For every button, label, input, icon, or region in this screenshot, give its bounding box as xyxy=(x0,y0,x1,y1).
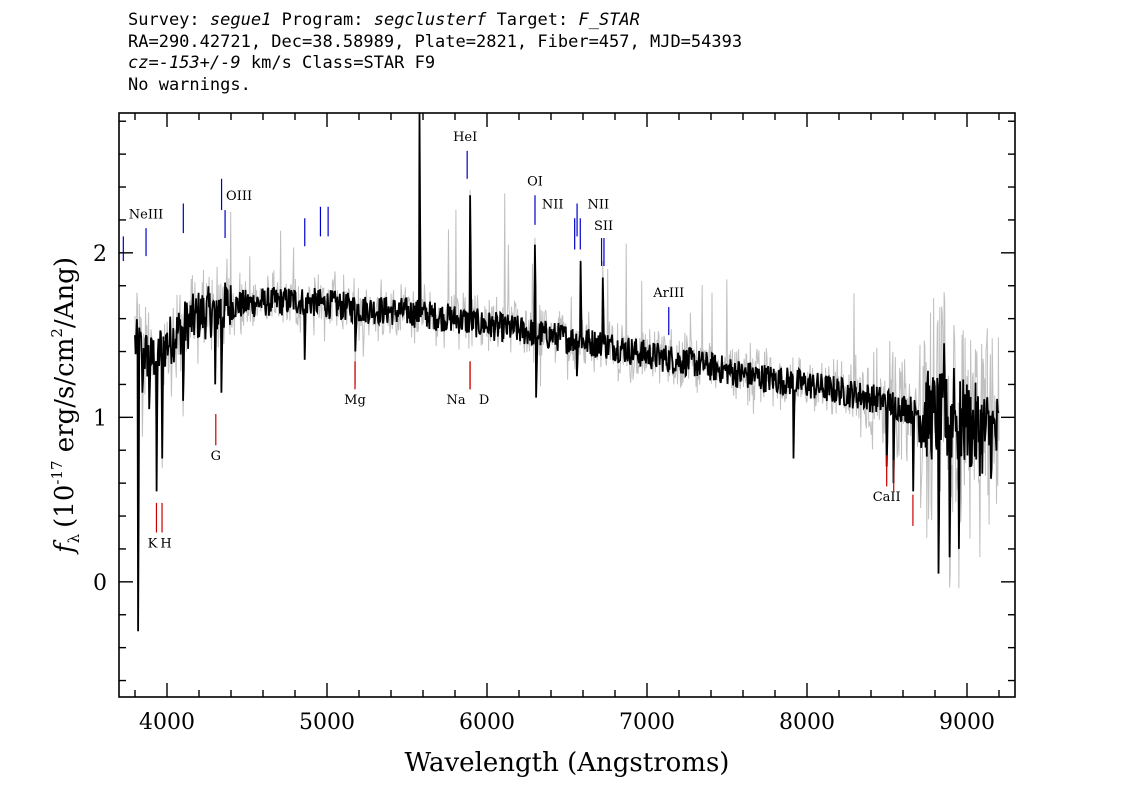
emission-line-label: ArIII xyxy=(652,286,684,301)
x-tick-label: 8000 xyxy=(779,710,835,735)
target-label: Target: xyxy=(496,10,569,30)
y-tick-label: 1 xyxy=(93,406,107,431)
spectral-line-markers: NeIII OIII HeI OI NII NII SII ArIII K H G Mg Na D CaII xyxy=(122,130,914,551)
emission-line-label: OIII xyxy=(226,189,252,204)
flux-series xyxy=(134,113,1000,632)
emission-line-label: NeIII xyxy=(129,207,163,222)
x-tick-label: 5000 xyxy=(299,710,355,735)
x-axis-title: Wavelength (Angstroms) xyxy=(405,748,730,778)
absorption-line-label: K xyxy=(148,536,158,551)
error-band xyxy=(134,127,1000,616)
error-spectrum-line xyxy=(134,127,1000,616)
absorption-line-label: CaII xyxy=(873,490,901,505)
emission-line-label: NII xyxy=(542,197,564,212)
spectrum-header: Survey: segue1 Program: segclusterf Targ… xyxy=(128,10,742,96)
header-line-survey: Survey: segue1 Program: segclusterf Targ… xyxy=(128,10,742,32)
y-tick-label: 0 xyxy=(93,571,107,596)
absorption-line-label: D xyxy=(479,393,489,408)
class-text: km/s Class=STAR F9 xyxy=(250,53,436,73)
header-line-redshift: cz=-153+/-9 km/s Class=STAR F9 xyxy=(128,53,742,75)
program-value: segclusterf xyxy=(373,10,487,30)
survey-label: Survey: xyxy=(128,10,200,30)
emission-line-label: HeI xyxy=(453,130,477,145)
program-label: Program: xyxy=(281,10,364,30)
cz-value: -153+/-9 xyxy=(158,53,241,73)
absorption-line-label: G xyxy=(211,449,221,464)
absorption-line-label: H xyxy=(160,536,171,551)
header-line-coordinates: RA=290.42721, Dec=38.58989, Plate=2821, … xyxy=(128,31,743,52)
flux-spectrum-line xyxy=(134,113,1000,632)
x-tick-label: 6000 xyxy=(459,710,515,735)
cz-label: cz= xyxy=(128,53,159,73)
absorption-line-label: Na xyxy=(446,393,465,408)
target-value: F_STAR xyxy=(578,10,640,30)
emission-line-label: OI xyxy=(527,174,543,189)
emission-line-label: SII xyxy=(594,219,613,234)
axis-ticks: 4000 5000 6000 7000 8000 9000 0 1 2 xyxy=(93,113,1015,735)
header-line-warnings: No warnings. xyxy=(128,74,251,95)
x-tick-label: 7000 xyxy=(619,710,675,735)
y-tick-label: 2 xyxy=(93,242,107,267)
emission-line-label: NII xyxy=(587,197,609,212)
plot-frame xyxy=(118,112,1016,698)
survey-value: segue1 xyxy=(209,10,272,30)
x-tick-label: 4000 xyxy=(139,710,195,735)
x-tick-label: 9000 xyxy=(939,710,995,735)
y-axis-title: fλ(10-17 erg/s/cm2/Ang) xyxy=(48,257,83,555)
absorption-line-label: Mg xyxy=(344,393,366,408)
